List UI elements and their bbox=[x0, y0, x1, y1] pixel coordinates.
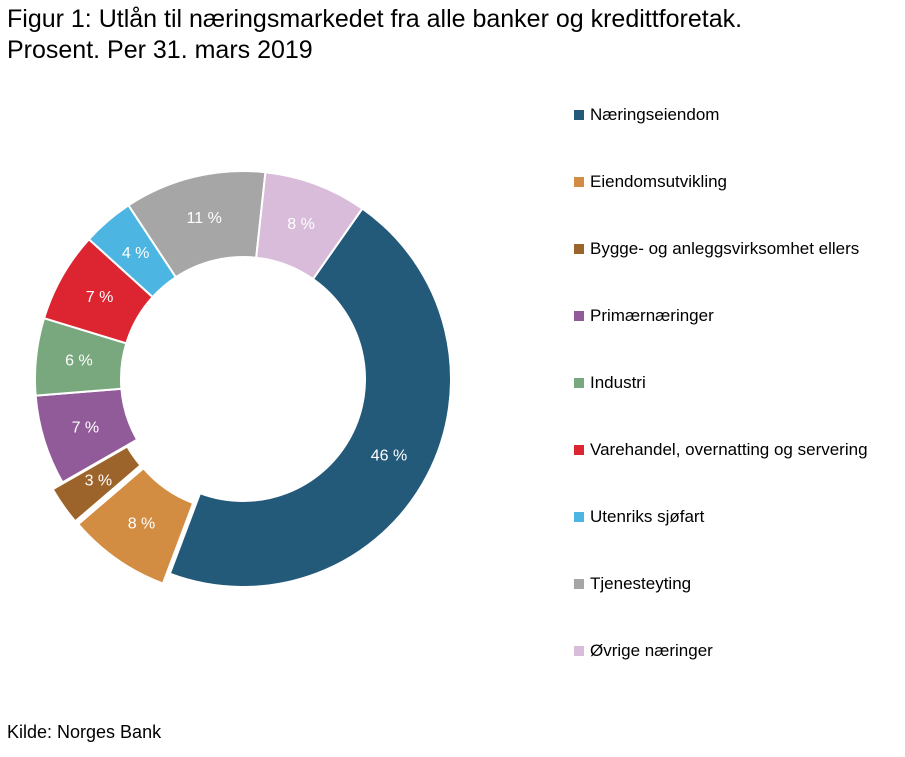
chart-title-line-2: Prosent. Per 31. mars 2019 bbox=[7, 36, 313, 64]
slice-label-7: 4 % bbox=[122, 245, 150, 262]
chart-title-line-1: Figur 1: Utlån til næringsmarkedet fra a… bbox=[7, 5, 743, 33]
slice-label-5: 6 % bbox=[65, 353, 93, 370]
legend-label: Næringseiendom bbox=[590, 105, 720, 124]
legend-label: Varehandel, overnatting og servering bbox=[590, 440, 868, 459]
slice-label-4: 7 % bbox=[72, 419, 100, 436]
legend-item: Næringseiendom bbox=[574, 103, 719, 127]
legend-swatch bbox=[574, 110, 584, 120]
slice-label-1: 46 % bbox=[371, 447, 407, 464]
slice-label-9: 8 % bbox=[287, 216, 315, 233]
legend-item: Øvrige næringer bbox=[574, 639, 713, 663]
legend-swatch bbox=[574, 311, 584, 321]
slice-label-3: 3 % bbox=[85, 473, 113, 490]
chart-title: Figur 1: Utlån til næringsmarkedet fra a… bbox=[7, 4, 742, 66]
slice-label-2: 8 % bbox=[128, 515, 156, 532]
legend-label: Industri bbox=[590, 373, 646, 392]
legend-label: Bygge- og anleggsvirksomhet ellers bbox=[590, 239, 860, 258]
legend-label: Utenriks sjøfart bbox=[590, 507, 705, 526]
legend-item: Bygge- og anleggsvirksomhet ellers bbox=[574, 237, 859, 261]
legend-item: Varehandel, overnatting og servering bbox=[574, 438, 868, 462]
legend-label: Øvrige næringer bbox=[590, 641, 713, 660]
slice-1 bbox=[168, 207, 452, 588]
legend-label: Primærnæringer bbox=[590, 306, 714, 325]
slice-3 bbox=[51, 445, 142, 523]
legend-item: Primærnæringer bbox=[574, 304, 714, 328]
legend-label: Tjenesteyting bbox=[590, 574, 692, 593]
legend-item: Industri bbox=[574, 371, 646, 395]
legend-item: Utenriks sjøfart bbox=[574, 505, 704, 529]
legend-swatch bbox=[574, 646, 584, 656]
legend-swatch bbox=[574, 177, 584, 187]
legend-item: Eiendomsutvikling bbox=[574, 170, 727, 194]
source-note: Kilde: Norges Bank bbox=[7, 722, 162, 742]
legend-item: Tjenesteyting bbox=[574, 572, 691, 596]
legend-swatch bbox=[574, 512, 584, 522]
legend-swatch bbox=[574, 579, 584, 589]
slice-9 bbox=[255, 171, 364, 281]
slice-label-8: 11 % bbox=[187, 210, 222, 227]
slice-2 bbox=[76, 466, 195, 585]
legend-swatch bbox=[574, 244, 584, 254]
slice-label-6: 7 % bbox=[86, 289, 114, 306]
legend-swatch bbox=[574, 378, 584, 388]
legend-label: Eiendomsutvikling bbox=[590, 172, 728, 191]
legend-swatch bbox=[574, 445, 584, 455]
